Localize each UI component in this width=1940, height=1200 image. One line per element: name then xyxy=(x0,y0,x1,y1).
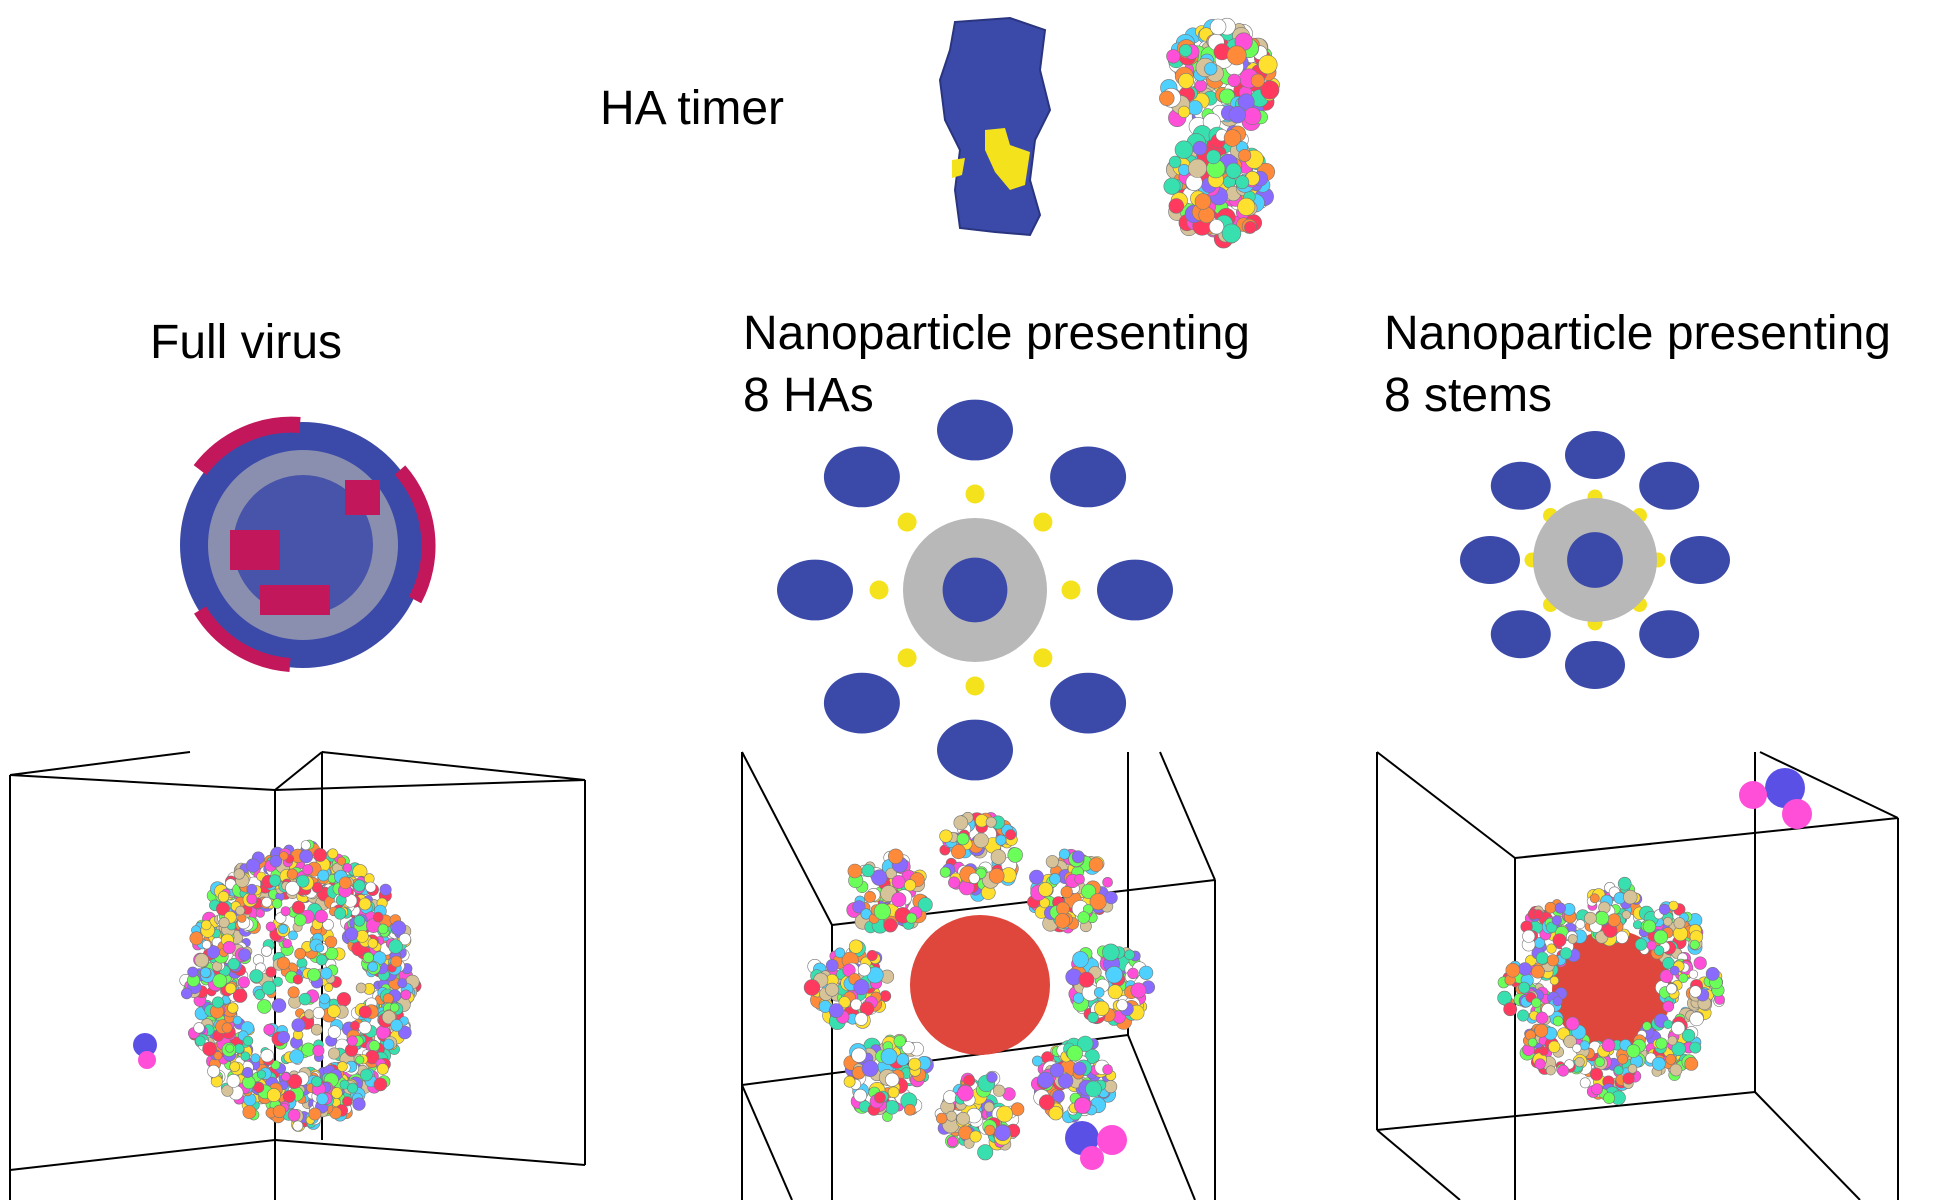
full-virus-sphere xyxy=(180,416,436,672)
antibody-probe-beads xyxy=(133,768,1812,1170)
ha-trimer-surface xyxy=(938,16,1052,237)
nanoparticle-8-has-surface xyxy=(777,399,1173,781)
label-nanoparticle-8-stems-line1: Nanoparticle presenting xyxy=(1384,307,1891,360)
simulation-box-nanoparticle-8-has xyxy=(741,751,1216,1200)
nanoparticle-8-stems-bead-model xyxy=(1497,876,1725,1106)
label-nanoparticle-8-has-line2: 8 HAs xyxy=(743,369,874,422)
simulation-box-nanoparticle-8-stems xyxy=(1376,751,1899,1200)
full-virus-bead-model xyxy=(179,839,422,1132)
label-ha-trimer: HA timer xyxy=(600,82,785,135)
label-nanoparticle-8-stems-line2: 8 stems xyxy=(1384,369,1553,422)
label-full-virus: Full virus xyxy=(150,316,343,369)
label-nanoparticle-8-stems: Nanoparticle presenting 8 stems xyxy=(1384,303,1891,427)
nanoparticle-8-stems-surface xyxy=(1460,431,1730,689)
label-nanoparticle-8-has-line1: Nanoparticle presenting xyxy=(743,307,1250,360)
label-nanoparticle-8-has: Nanoparticle presenting 8 HAs xyxy=(743,303,1250,427)
ha-trimer-bead-model xyxy=(1159,17,1280,249)
simulation-box-full-virus xyxy=(9,751,586,1200)
nanoparticle-8-has-bead-model xyxy=(803,811,1155,1161)
